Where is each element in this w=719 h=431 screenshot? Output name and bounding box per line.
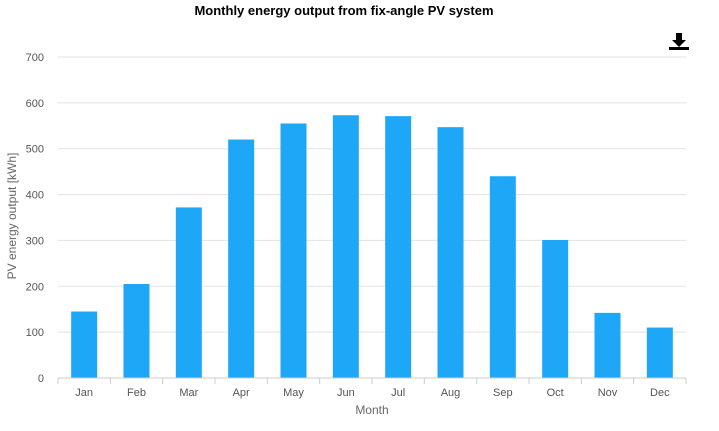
y-axis-title: PV energy output [kWh] — [5, 153, 19, 280]
bar-nov[interactable] — [594, 312, 621, 378]
bar-may[interactable] — [280, 123, 307, 378]
x-tick-label: May — [283, 387, 304, 399]
y-tick-label: 100 — [26, 327, 44, 339]
y-tick-label: 300 — [26, 235, 44, 247]
bar-feb[interactable] — [123, 283, 150, 378]
bars — [71, 115, 673, 379]
x-tick-label: Apr — [233, 387, 250, 399]
bar-sep[interactable] — [489, 176, 516, 378]
gridlines — [58, 56, 686, 379]
x-tick-label: Jan — [75, 387, 93, 399]
y-tick-label: 0 — [38, 373, 44, 385]
x-tick-label: Nov — [598, 387, 618, 399]
bar-jun[interactable] — [332, 115, 359, 378]
bar-dec[interactable] — [646, 327, 673, 378]
chart-title: Monthly energy output from fix-angle PV … — [194, 3, 493, 18]
bar-apr[interactable] — [228, 139, 255, 378]
x-axis: Jan Feb Mar Apr May Jun Jul Aug Sep Oct Nov Dec — [57, 377, 687, 399]
download-icon[interactable] — [669, 32, 689, 52]
y-tick-label: 600 — [26, 98, 44, 110]
x-tick-label: Mar — [179, 387, 198, 399]
bar-jul[interactable] — [385, 116, 412, 379]
x-tick-label: Feb — [127, 387, 146, 399]
x-tick-label: Oct — [547, 387, 564, 399]
bar-oct[interactable] — [542, 239, 569, 378]
x-axis-title: Month — [355, 403, 388, 417]
x-tick-label: Sep — [493, 387, 513, 399]
y-tick-label: 500 — [26, 144, 44, 156]
y-tick-label: 200 — [26, 281, 44, 293]
bar-mar[interactable] — [175, 207, 202, 378]
bar-aug[interactable] — [437, 127, 464, 378]
y-tick-label: 700 — [26, 52, 44, 64]
x-tick-label: Aug — [441, 387, 461, 399]
x-tick-label: Jul — [391, 387, 405, 399]
y-axis-ticks: 0 100 200 300 400 500 600 700 — [26, 52, 44, 385]
y-tick-label: 400 — [26, 190, 44, 202]
bar-jan[interactable] — [71, 311, 98, 378]
x-tick-label: Jun — [337, 387, 355, 399]
x-tick-label: Dec — [650, 387, 670, 399]
